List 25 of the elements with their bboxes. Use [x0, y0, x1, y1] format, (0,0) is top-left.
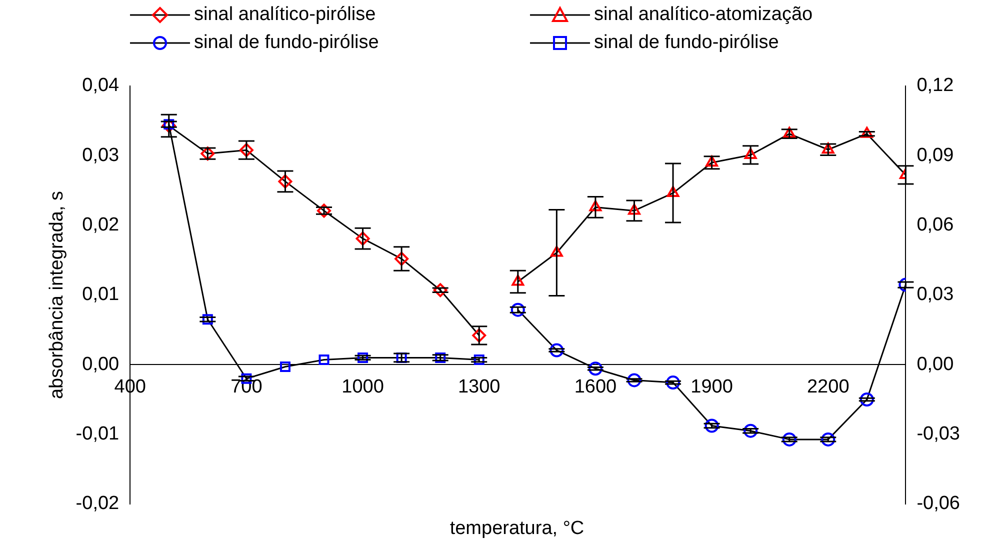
y2-tick-label: 0,12 — [916, 75, 954, 96]
y2-tick-label: -0,03 — [916, 424, 960, 445]
legend-label: sinal analítico-pirólise — [194, 4, 376, 26]
legend-label: sinal de fundo-pirólise — [194, 32, 379, 54]
x-tick-label: 2200 — [806, 376, 850, 398]
x-tick-label: 1900 — [690, 376, 733, 398]
legend-label: sinal de fundo-pirólise — [594, 32, 779, 54]
y2-tick-label: 0,06 — [916, 214, 954, 236]
x-axis-title: temperatura, °C — [448, 518, 586, 540]
y-tick-label: 0,04 — [82, 75, 120, 96]
x-tick-label: 1000 — [342, 376, 384, 398]
y-tick-label: 0,00 — [82, 354, 120, 375]
y-tick-label: -0,01 — [76, 424, 120, 445]
x-tick-label: 1300 — [458, 376, 500, 398]
y-tick-label: 0,02 — [82, 214, 120, 236]
y-tick-label: 0,03 — [82, 144, 120, 166]
y-axis-title: absorbância integrada, s — [46, 190, 68, 400]
legend-label: sinal analítico-atomização — [594, 4, 813, 26]
y2-tick-label: 0,09 — [916, 144, 954, 166]
x-tick-label: 1600 — [574, 376, 617, 398]
y2-tick-label: 0,00 — [916, 354, 954, 375]
y-tick-label: -0,02 — [76, 493, 120, 514]
y-tick-label: 0,01 — [82, 284, 120, 306]
y2-tick-label: -0,06 — [916, 493, 960, 514]
y2-tick-label: 0,03 — [916, 284, 954, 306]
